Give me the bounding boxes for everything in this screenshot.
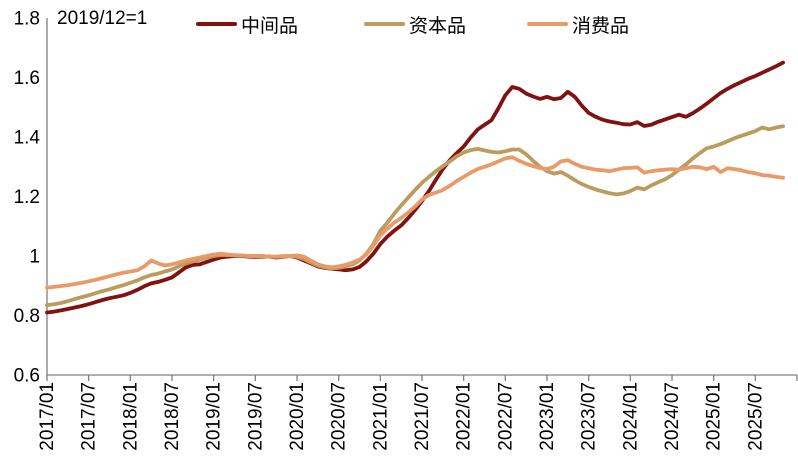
legend-item-consumer-goods: 消费品 [527,13,630,37]
x-axis-tick-label: 2018/07 [162,382,183,451]
intermediate-goods-legend-label: 中间品 [241,15,299,37]
x-axis-tick-label: 2022/01 [454,382,475,451]
axis-lines [46,18,797,376]
y-axis-tick-label: 1.2 [14,187,40,208]
capital-goods-legend-label: 资本品 [409,15,467,37]
x-axis-tick-label: 2018/01 [120,382,141,451]
intermediate-goods-line [45,60,785,315]
x-axis-tick-label: 2023/07 [579,382,600,451]
consumer-goods-legend-swatch [527,22,568,26]
y-axis-tick-label: 1.4 [14,128,41,149]
x-axis-tick-label: 2017/01 [37,382,58,451]
legend-item-capital-goods: 资本品 [364,13,467,37]
x-axis-tick-label: 2025/01 [704,382,725,451]
y-axis-tick-label: 1.8 [14,9,40,30]
legend-item-intermediate-goods: 中间品 [196,13,299,37]
x-axis-tick-label: 2024/01 [620,382,641,451]
capital-goods-line [45,124,785,308]
y-axis-tick-label: 0.8 [14,306,40,327]
base-period-annotation: 2019/12=1 [57,8,148,29]
y-axis-tick-label: 0.6 [14,366,40,387]
x-axis-tick-label: 2022/07 [495,382,516,451]
x-axis-tick-label: 2017/07 [79,382,100,451]
x-axis-tick-label: 2023/01 [537,382,558,451]
x-axis-tick-label: 2021/07 [412,382,433,451]
intermediate-goods-legend-swatch [196,22,237,26]
y-axis-tick-label: 1 [29,247,40,268]
x-axis-tick-label: 2020/07 [329,382,350,451]
x-axis-tick-label: 2021/01 [370,382,391,451]
x-axis-tick-label: 2020/01 [287,382,308,451]
capital-goods-legend-swatch [364,22,405,26]
x-axis-tick-label: 2019/01 [204,382,225,451]
x-axis-tick-label: 2019/07 [245,382,266,451]
consumer-goods-line [45,155,785,290]
y-axis-tick-label: 1.6 [14,68,40,89]
x-axis-tick-label: 2025/07 [745,382,766,451]
consumer-goods-legend-label: 消费品 [572,15,630,37]
x-axis-tick-label: 2024/07 [662,382,683,451]
